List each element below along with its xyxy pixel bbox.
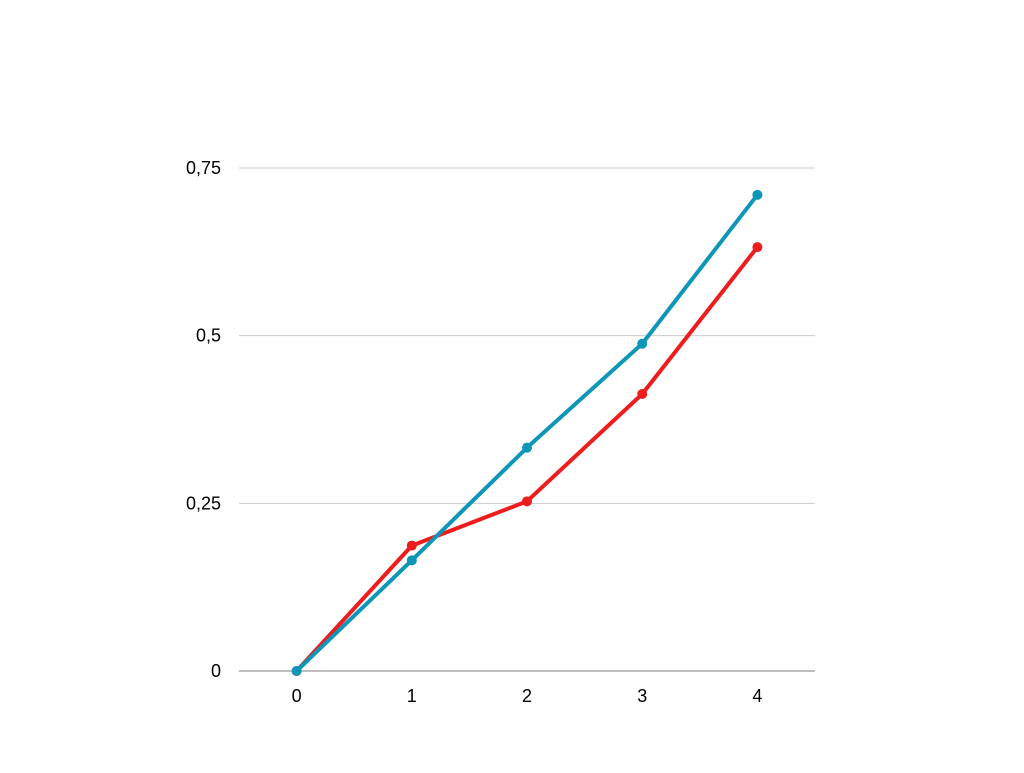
x-tick-label: 0	[292, 686, 302, 706]
y-tick-label: 0	[211, 661, 221, 681]
data-point	[522, 442, 532, 453]
data-point	[752, 189, 763, 200]
series-line	[294, 245, 760, 673]
series-line	[294, 192, 760, 673]
x-tick-label: 3	[637, 686, 647, 706]
x-tick-labels: 0 1 2 3 4	[292, 686, 763, 706]
x-tick-label: 2	[522, 686, 532, 706]
series-1	[291, 189, 763, 676]
data-point	[752, 242, 763, 253]
y-tick-labels: 0 0,25 0,5 0,75	[186, 158, 221, 681]
data-point	[406, 555, 417, 566]
data-point	[406, 540, 417, 551]
y-tick-label: 0,25	[186, 493, 221, 513]
x-tick-label: 4	[752, 686, 762, 706]
x-tick-label: 1	[407, 686, 417, 706]
gridlines	[239, 167, 815, 504]
data-point	[522, 496, 532, 507]
data-point	[291, 666, 302, 676]
y-tick-label: 0,5	[196, 326, 221, 346]
series-0	[291, 242, 763, 676]
y-tick-label: 0,75	[186, 158, 221, 178]
data-point	[637, 389, 648, 400]
series	[291, 189, 763, 676]
data-point	[637, 338, 648, 349]
